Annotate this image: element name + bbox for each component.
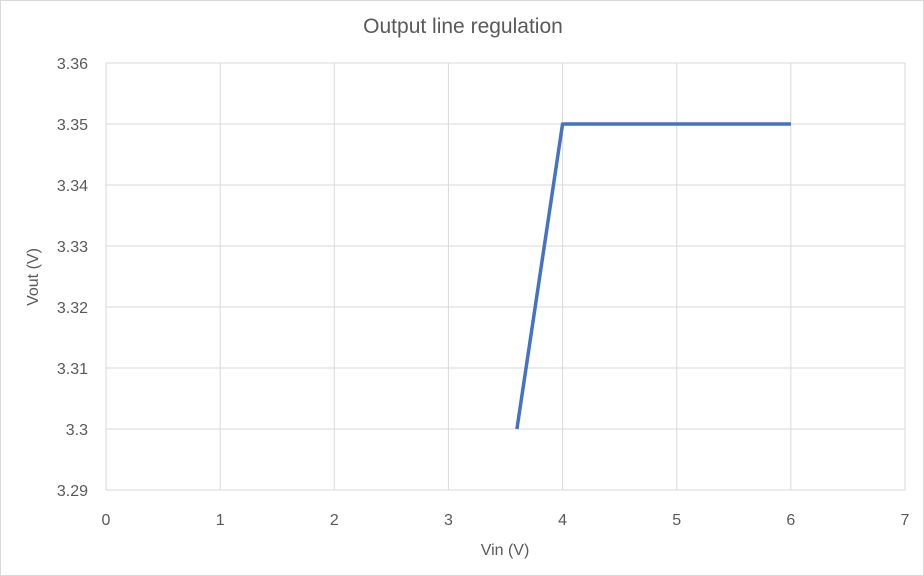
- x-tick-label: 1: [216, 512, 225, 529]
- y-tick-label: 3.31: [57, 361, 88, 378]
- series-group: [515, 122, 791, 430]
- y-tick-label: 3.35: [57, 117, 88, 134]
- x-tick-label: 7: [901, 512, 910, 529]
- y-tick-label: 3.29: [57, 483, 88, 500]
- gridlines: [105, 62, 906, 491]
- y-tick-label: 3.36: [57, 56, 88, 73]
- x-axis-label: Vin (V): [481, 542, 530, 559]
- series-line: [515, 122, 791, 430]
- y-tick-label: 3.32: [57, 300, 88, 317]
- y-axis-label: Vout (V): [25, 248, 42, 306]
- y-tick-label: 3.3: [66, 422, 88, 439]
- x-tick-label: 4: [558, 512, 567, 529]
- x-tick-labels: 0 1 2 3 4 5 6 7: [102, 512, 910, 529]
- y-tick-label: 3.34: [57, 178, 88, 195]
- x-tick-label: 2: [330, 512, 339, 529]
- x-tick-label: 5: [672, 512, 681, 529]
- y-tick-label: 3.33: [57, 239, 88, 256]
- y-tick-labels: 3.29 3.3 3.31 3.32 3.33 3.34 3.35 3.36: [57, 56, 88, 500]
- x-tick-label: 3: [444, 512, 453, 529]
- x-tick-label: 6: [786, 512, 795, 529]
- x-tick-label: 0: [102, 512, 111, 529]
- chart-title: Output line regulation: [363, 15, 563, 38]
